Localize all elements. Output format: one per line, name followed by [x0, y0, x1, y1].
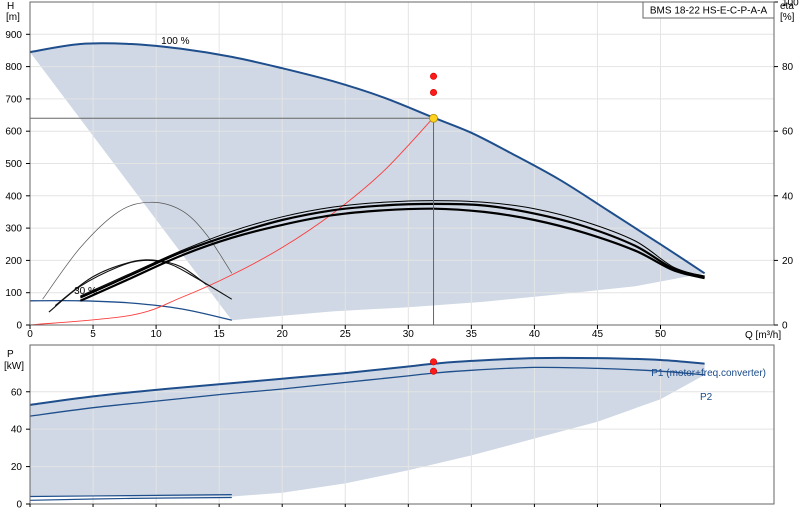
y-left-tick-label: 400 [5, 191, 22, 202]
y-right-axis-title: eta [780, 1, 794, 12]
power-p1-curve [29, 356, 705, 406]
power-y-tick-label: 20 [11, 462, 23, 473]
power-plot-frame [29, 344, 775, 505]
speed-annotation: 30 % [74, 286, 97, 297]
power-y-tick-label: 0 [16, 500, 22, 511]
power-p2-curve [29, 366, 705, 417]
efficiency-marker [430, 88, 438, 96]
x-tick-label: 20 [277, 329, 289, 340]
power-y-tick-label: 40 [11, 425, 23, 436]
power-operating-area [30, 357, 705, 497]
y-left-tick-label: 600 [5, 127, 22, 138]
y-left-tick-label: 100 [5, 288, 22, 299]
power-low-speed-line [29, 496, 232, 501]
head-curve-min-speed [29, 299, 232, 321]
x-tick-label: 10 [151, 329, 163, 340]
y-right-tick-label: 0 [782, 321, 788, 332]
power-duty-marker [430, 358, 438, 366]
x-tick-label: 25 [340, 329, 352, 340]
y-left-tick-label: 200 [5, 256, 22, 267]
efficiency-curve [79, 207, 705, 302]
duty-point-marker [429, 113, 438, 123]
power-axis-unit: [kW] [4, 361, 24, 372]
x-tick-label: 30 [403, 329, 415, 340]
system-curve [29, 117, 434, 326]
model-title-box [642, 1, 775, 19]
efficiency-curve [80, 200, 705, 297]
x-tick-label: 5 [90, 329, 96, 340]
y-left-tick-label: 900 [5, 30, 22, 41]
x-axis-title: Q [m³/h] [745, 330, 781, 341]
power-y-tick-label: 60 [11, 387, 23, 398]
power-axis-title: P [7, 349, 14, 360]
speed-annotation: 100 % [161, 36, 189, 47]
reduced-speed-arc [42, 201, 233, 300]
series-label-p2: P2 [700, 392, 713, 403]
y-left-tick-label: 700 [5, 94, 22, 105]
y-left-axis-unit: [m] [6, 12, 20, 23]
y-left-axis-title: H [7, 1, 14, 12]
power-low-speed-line [29, 494, 232, 498]
y-right-tick-label: 20 [782, 256, 794, 267]
efficiency-curve [79, 202, 705, 299]
head-curve-100 [29, 42, 706, 275]
y-left-tick-label: 300 [5, 224, 22, 235]
x-tick-label: 35 [466, 329, 478, 340]
y-left-tick-label: 0 [16, 321, 22, 332]
y-right-tick-label: 40 [782, 191, 794, 202]
efficiency-marker [430, 72, 438, 80]
x-tick-label: 50 [655, 329, 667, 340]
y-right-tick-label: 80 [782, 62, 794, 73]
power-duty-marker [430, 367, 438, 375]
head-operating-area [30, 43, 705, 321]
x-tick-label: 0 [27, 329, 33, 340]
y-left-tick-label: 500 [5, 159, 22, 170]
reduced-speed-arc [54, 259, 207, 307]
y-right-tick-label: 60 [782, 127, 794, 138]
x-tick-label: 15 [214, 329, 226, 340]
model-title: BMS 18-22 HS-E-C-P-A-A [650, 6, 768, 17]
y-right-tick-label: 100 [782, 0, 799, 9]
y-left-tick-label: 800 [5, 62, 22, 73]
series-label-p1: P1 (motor+freq.converter) [651, 368, 766, 379]
x-tick-label: 40 [529, 329, 541, 340]
x-tick-label: 45 [592, 329, 604, 340]
y-right-axis-unit: [%] [780, 12, 795, 23]
